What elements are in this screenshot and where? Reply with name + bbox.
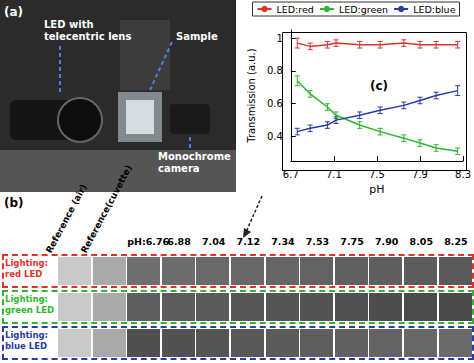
svg-text:7.9: 7.9: [412, 169, 428, 180]
svg-text:7.5: 7.5: [369, 169, 385, 180]
svg-text:(c): (c): [370, 79, 388, 93]
svg-text:LED withtelecentric lens: LED withtelecentric lens: [44, 19, 131, 42]
svg-text:Sample: Sample: [176, 31, 218, 42]
html-text:Reference (air): Reference (air): [44, 182, 89, 255]
html-text:Lighting: blue LED: Lighting: blue LED: [5, 330, 48, 351]
html-text:8.25: 8.25: [444, 236, 468, 247]
html-text:7.04: 7.04: [202, 236, 226, 247]
html-text:7.34: 7.34: [271, 236, 295, 247]
html-text:8.05: 8.05: [409, 236, 433, 247]
svg-text:LED:blue: LED:blue: [413, 4, 456, 15]
svg-text:Monochromecamera: Monochromecamera: [158, 151, 231, 174]
html-text:7.12: 7.12: [236, 236, 260, 247]
svg-text:Transmission (a.u.): Transmission (a.u.): [246, 48, 257, 144]
html-text:Lighting: red LED: Lighting: red LED: [5, 258, 48, 279]
svg-text:(a): (a): [4, 5, 23, 19]
html-text:7.53: 7.53: [305, 236, 330, 247]
svg-text:LED:green: LED:green: [339, 4, 388, 15]
svg-text:1: 1: [276, 33, 282, 44]
svg-text:0.8: 0.8: [267, 65, 283, 76]
html-text:6.88: 6.88: [167, 236, 191, 247]
html-text:7.90: 7.90: [375, 236, 399, 247]
html-text:(b): (b): [4, 196, 24, 210]
html-text:Reference(cuvette): Reference(cuvette): [78, 163, 134, 255]
html-text:Lighting: green LED: Lighting: green LED: [5, 294, 55, 315]
html-text:pH:6.76: pH:6.76: [127, 236, 170, 247]
svg-text:6.7: 6.7: [283, 169, 299, 180]
svg-text:7.1: 7.1: [326, 169, 342, 180]
svg-text:pH: pH: [369, 183, 384, 196]
svg-text:LED:red: LED:red: [277, 4, 314, 15]
html-text:7.75: 7.75: [340, 236, 364, 247]
svg-text:0.6: 0.6: [267, 98, 283, 109]
svg-text:0.4: 0.4: [267, 131, 283, 142]
svg-text:8.3: 8.3: [455, 169, 471, 180]
